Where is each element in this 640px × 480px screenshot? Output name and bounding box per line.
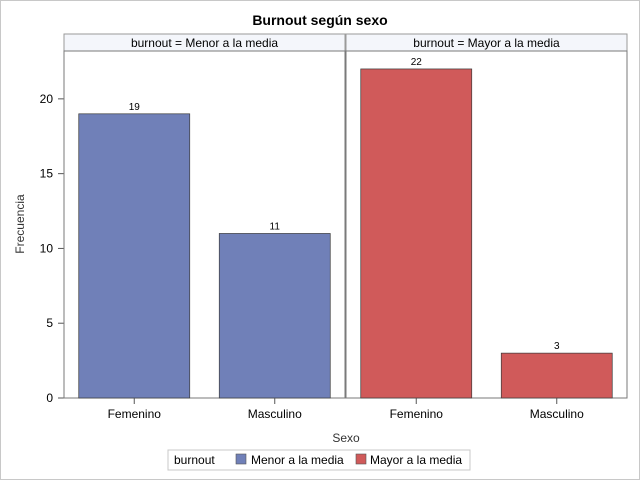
panels: 0 5 10 15 20 burnout = Menor a la media 19 Feme… [40,33,628,421]
data-label-0-1: 11 [270,221,281,232]
y-tick-label-0: 0 [46,391,53,405]
x-tick-label-0-1: Masculino [248,407,302,421]
chart-title: Burnout según sexo [252,12,387,28]
legend-swatch-mayor [355,453,367,465]
legend-title: burnout [174,453,215,467]
bar-0-1 [218,233,331,399]
y-tick-label-4: 20 [40,92,54,106]
y-tick-label-3: 15 [40,167,54,181]
bar-1-1 [500,352,613,399]
panel-plot-area-1 [345,50,628,399]
legend-label-mayor: Mayor a la media [370,453,462,467]
x-axis-label: Sexo [332,431,360,445]
panel-header-0: burnout = Menor a la media [131,36,278,50]
panel-plot-area-0 [63,50,346,399]
panel-1: burnout = Mayor a la media 22 Femenino 3 Mas… [345,33,628,421]
bar-0-0 [78,113,191,399]
x-tick-label-0-0: Femenino [108,407,162,421]
x-tick-label-1-0: Femenino [390,407,444,421]
panel-0: burnout = Menor a la media 19 Femenino 11 Ma… [63,33,346,421]
legend-swatch-menor [235,453,247,465]
y-axis-label: Frecuencia [13,194,27,254]
legend: burnout Menor a la media Mayor a la medi… [167,449,471,471]
data-label-1-1: 3 [554,341,560,352]
legend-label-menor: Menor a la media [251,453,344,467]
y-tick-label-2: 10 [40,241,54,255]
data-label-0-0: 19 [129,102,141,113]
y-tick-label-1: 5 [46,316,53,330]
bar-1-0 [360,68,473,399]
x-tick-label-1-1: Masculino [530,407,584,421]
panel-header-1: burnout = Mayor a la media [413,36,560,50]
data-label-1-0: 22 [411,57,423,68]
